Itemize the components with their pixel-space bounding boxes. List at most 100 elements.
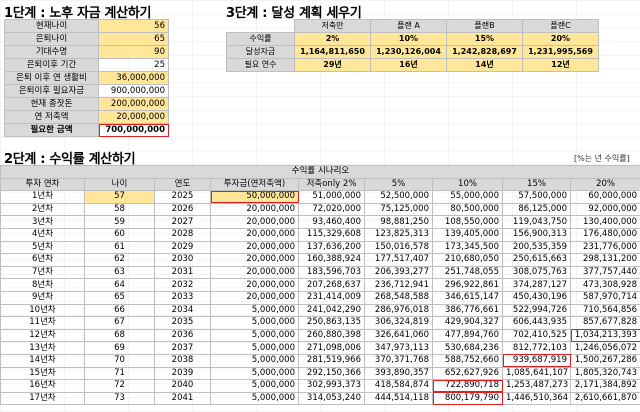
cell-savings-only[interactable]: 51,000,000	[298, 190, 365, 204]
fund-value[interactable]: 200,000,000	[98, 97, 169, 111]
cell-rate-20[interactable]: 2,610,661,870	[569, 391, 640, 406]
cell-age[interactable]: 68	[84, 328, 155, 343]
cell-rate-20[interactable]: 60,000,000	[569, 190, 640, 204]
cell-investment[interactable]: 5,000,000	[210, 391, 299, 406]
cell-rate-5[interactable]: 347,973,113	[364, 341, 433, 355]
cell-year[interactable]: 2032	[154, 278, 211, 292]
cell-rate-5[interactable]: 306,324,819	[364, 316, 433, 330]
cell-rate-5[interactable]: 206,393,277	[364, 265, 433, 280]
cell-rate-10[interactable]: 210,680,050	[432, 253, 503, 267]
cell-investment[interactable]: 5,000,000	[210, 341, 299, 355]
cell-savings-only[interactable]: 302,993,373	[298, 379, 365, 393]
cell-year-index[interactable]: 7년차	[0, 265, 85, 280]
cell-investment[interactable]: 20,000,000	[210, 290, 299, 305]
cell-rate-5[interactable]: 393,890,357	[364, 366, 433, 381]
cell-year-index[interactable]: 8년차	[0, 278, 85, 292]
cell-rate-15[interactable]: 522,994,726	[502, 303, 571, 318]
cell-rate-20[interactable]: 1,034,213,393	[569, 328, 640, 343]
cell-investment[interactable]: 20,000,000	[210, 240, 299, 255]
cell-rate-5[interactable]: 444,514,118	[364, 391, 433, 406]
plan-cell[interactable]: 1,242,828,697	[446, 45, 523, 59]
cell-year[interactable]: 2033	[154, 290, 211, 305]
plan-cell[interactable]: 10%	[370, 32, 447, 46]
cell-year-index[interactable]: 16년차	[0, 379, 85, 393]
cell-age[interactable]: 66	[84, 303, 155, 318]
fund-value[interactable]: 20,000,000	[98, 110, 169, 124]
cell-rate-15[interactable]: 200,535,359	[502, 240, 571, 255]
cell-year[interactable]: 2026	[154, 202, 211, 217]
cell-age[interactable]: 70	[84, 353, 155, 368]
cell-age[interactable]: 73	[84, 391, 155, 406]
cell-rate-15[interactable]: 86,125,000	[502, 202, 571, 217]
cell-investment[interactable]: 20,000,000	[210, 215, 299, 229]
cell-rate-5[interactable]: 177,517,407	[364, 253, 433, 267]
cell-rate-10[interactable]: 652,627,926	[432, 366, 503, 381]
cell-year-index[interactable]: 14년차	[0, 353, 85, 368]
cell-rate-5[interactable]: 52,500,000	[364, 190, 433, 204]
cell-age[interactable]: 71	[84, 366, 155, 381]
cell-savings-only[interactable]: 231,414,009	[298, 290, 365, 305]
cell-investment[interactable]: 20,000,000	[210, 278, 299, 292]
cell-year-index[interactable]: 5년차	[0, 240, 85, 255]
fund-value[interactable]: 36,000,000	[98, 71, 169, 85]
cell-year-index[interactable]: 1년차	[0, 190, 85, 204]
cell-rate-20[interactable]: 231,776,000	[569, 240, 640, 255]
fund-total-value[interactable]: 700,000,000	[98, 123, 169, 137]
cell-rate-15[interactable]: 1,446,510,364	[502, 391, 571, 406]
cell-rate-10[interactable]: 80,500,000	[432, 202, 503, 217]
cell-year-index[interactable]: 2년차	[0, 202, 85, 217]
fund-value[interactable]: 25	[98, 58, 169, 72]
cell-savings-only[interactable]: 93,460,400	[298, 215, 365, 229]
cell-age[interactable]: 64	[84, 278, 155, 292]
cell-savings-only[interactable]: 260,880,398	[298, 328, 365, 343]
cell-year[interactable]: 2034	[154, 303, 211, 318]
cell-year[interactable]: 2030	[154, 253, 211, 267]
cell-investment[interactable]: 20,000,000	[210, 202, 299, 217]
cell-savings-only[interactable]: 241,042,290	[298, 303, 365, 318]
cell-year-index[interactable]: 11년차	[0, 316, 85, 330]
cell-rate-20[interactable]: 92,000,000	[569, 202, 640, 217]
cell-rate-10[interactable]: 173,345,500	[432, 240, 503, 255]
cell-rate-15[interactable]: 119,043,750	[502, 215, 571, 229]
cell-savings-only[interactable]: 250,863,135	[298, 316, 365, 330]
cell-rate-10[interactable]: 588,752,660	[432, 353, 503, 368]
cell-rate-10[interactable]: 55,000,000	[432, 190, 503, 204]
plan-cell[interactable]: 1,164,811,650	[294, 45, 371, 59]
cell-rate-20[interactable]: 377,757,440	[569, 265, 640, 280]
cell-rate-5[interactable]: 370,371,768	[364, 353, 433, 368]
fund-value[interactable]: 900,000,000	[98, 84, 169, 98]
cell-age[interactable]: 69	[84, 341, 155, 355]
cell-rate-10[interactable]: 429,904,327	[432, 316, 503, 330]
cell-investment[interactable]: 5,000,000	[210, 379, 299, 393]
plan-cell[interactable]: 2%	[294, 32, 371, 46]
cell-savings-only[interactable]: 183,596,703	[298, 265, 365, 280]
plan-cell[interactable]: 14년	[446, 58, 523, 72]
cell-rate-10[interactable]: 477,894,760	[432, 328, 503, 343]
cell-rate-5[interactable]: 98,881,250	[364, 215, 433, 229]
cell-rate-20[interactable]: 587,970,714	[569, 290, 640, 305]
cell-year[interactable]: 2025	[154, 190, 211, 204]
cell-rate-15[interactable]: 57,500,000	[502, 190, 571, 204]
cell-year-index[interactable]: 4년차	[0, 227, 85, 242]
cell-rate-5[interactable]: 150,016,578	[364, 240, 433, 255]
cell-year-index[interactable]: 12년차	[0, 328, 85, 343]
plan-cell[interactable]: 1,230,126,004	[370, 45, 447, 59]
cell-investment[interactable]: 20,000,000	[210, 227, 299, 242]
cell-rate-20[interactable]: 1,246,056,072	[569, 341, 640, 355]
cell-age[interactable]: 57	[84, 190, 155, 204]
cell-savings-only[interactable]: 72,020,000	[298, 202, 365, 217]
cell-rate-15[interactable]: 812,772,103	[502, 341, 571, 355]
cell-rate-20[interactable]: 710,564,856	[569, 303, 640, 318]
cell-investment[interactable]: 5,000,000	[210, 303, 299, 318]
cell-rate-5[interactable]: 123,825,313	[364, 227, 433, 242]
cell-investment[interactable]: 20,000,000	[210, 265, 299, 280]
cell-investment[interactable]: 5,000,000	[210, 353, 299, 368]
cell-age[interactable]: 61	[84, 240, 155, 255]
fund-value[interactable]: 56	[98, 19, 169, 33]
cell-year[interactable]: 2031	[154, 265, 211, 280]
cell-rate-15[interactable]: 1,253,487,273	[502, 379, 571, 393]
cell-year[interactable]: 2036	[154, 328, 211, 343]
cell-rate-15[interactable]: 939,687,919	[502, 353, 571, 368]
cell-rate-5[interactable]: 286,976,018	[364, 303, 433, 318]
cell-year-index[interactable]: 15년차	[0, 366, 85, 381]
